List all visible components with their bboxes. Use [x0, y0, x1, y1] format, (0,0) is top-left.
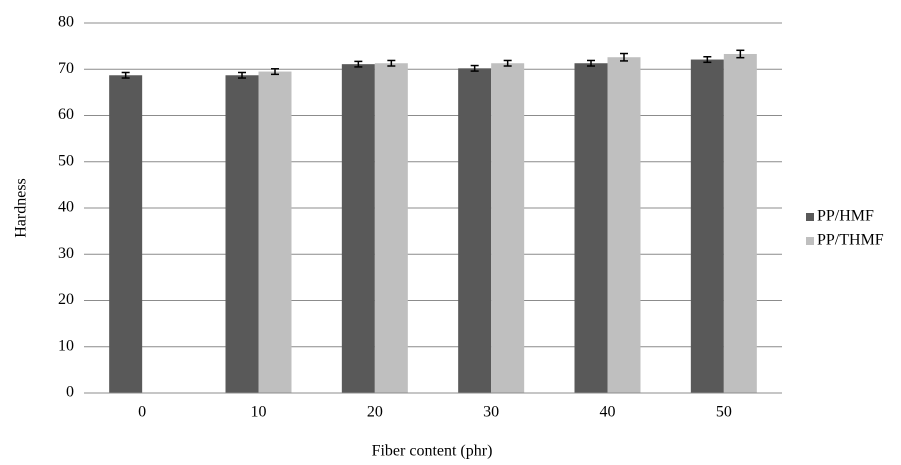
x-tick-label: 40: [600, 404, 616, 421]
y-tick-label: 0: [66, 384, 74, 401]
legend-swatch: [806, 237, 814, 245]
x-tick-label: 20: [367, 404, 383, 421]
x-axis-title: Fiber content (phr): [372, 443, 493, 460]
bar: [226, 75, 259, 393]
bar: [575, 63, 608, 393]
x-tick-label: 10: [251, 404, 267, 421]
y-tick-label: 70: [58, 60, 74, 77]
x-tick-label: 50: [716, 404, 732, 421]
y-tick-label: 40: [58, 199, 74, 216]
y-tick-label: 30: [58, 245, 74, 262]
bar: [109, 75, 142, 393]
y-tick-label: 50: [58, 152, 74, 169]
y-tick-label: 80: [58, 14, 74, 31]
bar: [259, 72, 292, 393]
y-tick-label: 10: [58, 337, 74, 354]
y-tick-label: 20: [58, 291, 74, 308]
y-axis-title: Hardness: [13, 178, 30, 238]
bar: [608, 57, 641, 393]
chart: Hardness Fiber content (phr) 0 10 20 30 40 50…: [0, 0, 901, 465]
legend-label: PP/THMF: [817, 232, 884, 249]
x-tick-label: 30: [483, 404, 499, 421]
legend-swatch: [806, 213, 814, 221]
bar: [724, 54, 757, 393]
y-tick-label: 60: [58, 106, 74, 123]
bar: [458, 68, 491, 393]
legend-label: PP/HMF: [817, 208, 874, 225]
bar: [491, 63, 524, 393]
bar: [375, 63, 408, 393]
bar: [691, 60, 724, 393]
bar: [342, 64, 375, 393]
x-tick-label: 0: [138, 404, 146, 421]
